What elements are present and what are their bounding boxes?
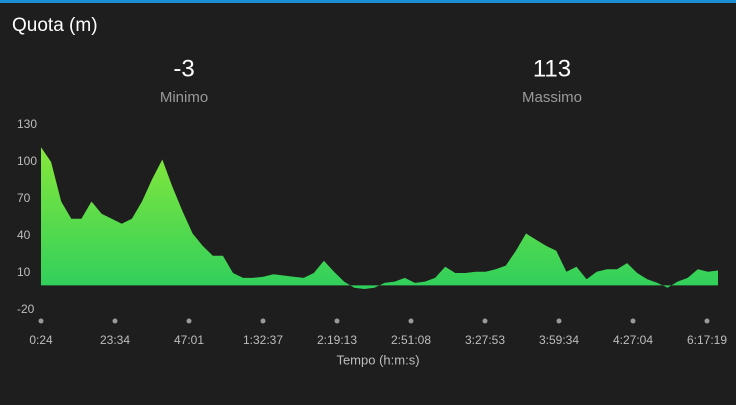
- y-tick-label: 40: [17, 228, 31, 242]
- x-tick-dot: [704, 318, 710, 324]
- x-tick-dot: [556, 318, 562, 324]
- x-tick-dot: [186, 318, 192, 324]
- x-tick-label: 4:27:04: [613, 333, 653, 347]
- x-tick-label: 2:51:08: [391, 333, 431, 347]
- x-tick-label: 0:24: [29, 333, 53, 347]
- x-tick-label: 6:17:19: [687, 333, 727, 347]
- x-tick-label: 1:32:37: [243, 333, 283, 347]
- chart-title: Quota (m): [12, 15, 98, 36]
- stat-label: Massimo: [522, 89, 582, 106]
- y-tick-label: 100: [17, 154, 37, 168]
- x-tick-dot: [38, 318, 44, 324]
- stat-value: -3: [173, 55, 194, 82]
- y-tick-label: 70: [17, 191, 31, 205]
- stat-value: 113: [533, 55, 571, 82]
- area: [41, 147, 718, 289]
- x-axis-title: Tempo (h:m:s): [336, 352, 419, 367]
- y-tick-label: -20: [17, 302, 35, 316]
- stat-label: Minimo: [160, 89, 208, 106]
- x-tick-dot: [112, 318, 118, 324]
- y-tick-label: 130: [17, 117, 37, 131]
- x-tick-dot: [334, 318, 340, 324]
- x-tick-label: 3:27:53: [465, 333, 505, 347]
- x-tick-dot: [482, 318, 488, 324]
- x-tick-label: 47:01: [174, 333, 204, 347]
- y-tick-label: 10: [17, 265, 31, 279]
- x-tick-dot: [260, 318, 266, 324]
- x-tick-label: 3:59:34: [539, 333, 579, 347]
- x-tick-label: 2:19:13: [317, 333, 357, 347]
- x-tick-label: 23:34: [100, 333, 130, 347]
- x-tick-dot: [408, 318, 414, 324]
- x-tick-dot: [630, 318, 636, 324]
- top-bar: [0, 0, 736, 3]
